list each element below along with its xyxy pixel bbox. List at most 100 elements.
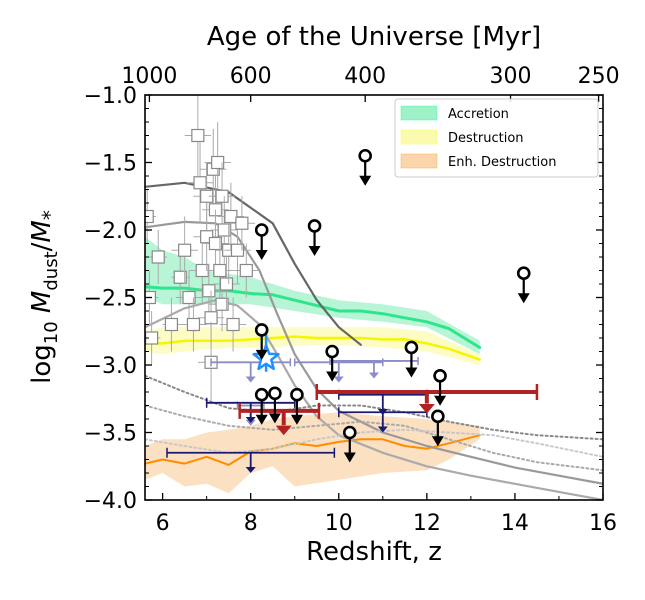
data-square [191, 128, 205, 143]
light-limit-arrow [333, 376, 344, 383]
data-square [217, 223, 231, 237]
series-line [145, 335, 481, 361]
y-tick-label: −1.5 [84, 152, 137, 177]
data-square [235, 216, 249, 230]
y-tick-label: −2.0 [84, 219, 137, 244]
top-tick-label: 250 [578, 64, 620, 89]
upper-limit-markers [166, 148, 539, 473]
x-tick-label: 10 [325, 511, 353, 536]
upper-limit-circle [290, 387, 304, 402]
data-square [239, 263, 253, 278]
y-axis-ticks: −4.0 −3.5 −3.0 −2.5 −2.0 −1.5 −1.0 [84, 84, 603, 514]
x-axis-ticks: 6 8 10 12 14 16 [156, 493, 617, 536]
data-square [151, 250, 165, 264]
data-square [178, 243, 192, 257]
y-tick-label: −1.0 [84, 84, 137, 109]
red-limit-arrow [275, 425, 292, 436]
top-tick-label: 1000 [121, 64, 177, 89]
data-square [186, 317, 201, 332]
y-axis-title: log10 Mdust/M* [27, 210, 62, 384]
limit-arrow [255, 414, 268, 425]
star-marker [252, 344, 280, 371]
data-square [226, 317, 240, 332]
y-tick-label: −2.5 [84, 287, 137, 312]
limit-arrow [517, 293, 530, 304]
upper-limit-circle [516, 266, 531, 281]
upper-limit-circle [325, 344, 339, 359]
legend-swatch [400, 153, 438, 169]
data-square [219, 277, 234, 291]
y-tick-label: −4.0 [84, 489, 137, 514]
legend-label: Enh. Destruction [448, 155, 556, 170]
limit-arrow [255, 250, 268, 260]
top-tick-label: 400 [344, 64, 386, 89]
x-tick-label: 8 [244, 511, 258, 536]
y-tick-label: −3.0 [84, 354, 137, 379]
top-tick-label: 600 [230, 64, 272, 89]
series-line [145, 434, 481, 466]
upper-limit-circle [358, 148, 372, 163]
data-square [173, 270, 187, 284]
observational-points [145, 95, 260, 403]
legend-label: Accretion [448, 107, 509, 122]
limit-arrow [308, 245, 321, 256]
legend-box [394, 98, 599, 178]
upper-limit-circle [404, 340, 419, 355]
data-square [193, 176, 207, 190]
limit-arrow [255, 349, 268, 360]
limit-arrow [268, 413, 281, 424]
legend: Accretion Destruction Enh. Destruction [394, 98, 599, 178]
upper-limit-circle [307, 219, 322, 233]
y-tick-label: −3.5 [84, 422, 137, 447]
x-tick-label: 12 [413, 511, 441, 536]
model-band [145, 327, 480, 365]
data-square [182, 290, 196, 305]
data-square [215, 189, 229, 203]
limit-arrow [359, 175, 372, 186]
data-square [211, 155, 225, 170]
data-square [164, 317, 179, 332]
top-axis-title: Age of the Universe [Myr] [207, 22, 541, 52]
x-tick-label: 16 [589, 511, 617, 536]
upper-limit-circle [254, 323, 269, 337]
light-limit-arrow [245, 376, 256, 383]
series-line [145, 285, 482, 349]
limit-arrow [405, 367, 418, 378]
legend-swatch [400, 105, 438, 121]
red-limit-arrow [418, 404, 435, 414]
limit-arrow [343, 452, 356, 463]
model-band [145, 236, 480, 355]
model-curve [145, 181, 362, 346]
navy-limit-arrow [377, 426, 388, 433]
navy-limit-arrow [245, 417, 256, 424]
upper-limit-circle [431, 409, 445, 424]
x-tick-label: 14 [501, 511, 529, 536]
top-axis-ticks: 1000 600 400 300 250 [121, 64, 620, 102]
data-square [213, 263, 227, 278]
limit-arrow [431, 436, 444, 447]
data-square [145, 209, 154, 224]
limit-arrow [290, 414, 303, 425]
legend-label: Destruction [448, 131, 524, 146]
model-curve [145, 404, 603, 472]
navy-limit-arrow [245, 467, 256, 473]
data-square [230, 243, 245, 257]
top-tick-label: 300 [490, 64, 532, 89]
model-curve [145, 428, 603, 458]
data-square [202, 284, 216, 298]
data-square [215, 297, 229, 311]
upper-limit-circle [254, 223, 269, 237]
limit-arrow [326, 371, 339, 382]
x-axis-title: Redshift, z [306, 537, 442, 567]
limit-arrow [434, 395, 447, 406]
legend-swatch [400, 129, 438, 145]
data-square [208, 236, 223, 251]
upper-limit-circle [433, 368, 447, 383]
upper-limit-circle [268, 386, 282, 401]
upper-limit-circle [342, 425, 357, 440]
light-limit-arrow [369, 372, 379, 379]
upper-limit-circle [254, 387, 269, 402]
data-square [224, 209, 238, 224]
x-tick-label: 6 [156, 511, 170, 536]
